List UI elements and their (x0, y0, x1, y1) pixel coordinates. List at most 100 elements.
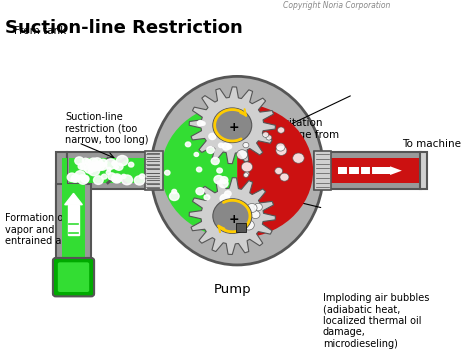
Circle shape (238, 128, 243, 133)
Circle shape (139, 174, 145, 179)
Circle shape (247, 204, 257, 212)
Text: Suction-line
restriction (too
narrow, too long): Suction-line restriction (too narrow, to… (65, 112, 148, 145)
Bar (62, 158, 67, 218)
Circle shape (293, 153, 304, 163)
Circle shape (237, 150, 247, 159)
Bar (145, 152, 163, 190)
Circle shape (98, 163, 107, 170)
Wedge shape (161, 103, 237, 238)
Circle shape (105, 159, 117, 169)
Circle shape (197, 120, 203, 126)
FancyBboxPatch shape (53, 258, 94, 296)
Circle shape (219, 179, 228, 188)
Circle shape (134, 176, 145, 185)
Circle shape (112, 178, 117, 181)
Circle shape (113, 162, 117, 166)
Circle shape (243, 220, 255, 230)
Circle shape (121, 175, 132, 185)
Bar (69, 158, 159, 183)
Bar (68, 205, 79, 235)
Circle shape (196, 188, 204, 195)
Circle shape (204, 195, 210, 200)
Wedge shape (237, 103, 313, 238)
Circle shape (114, 165, 118, 169)
Circle shape (78, 163, 85, 169)
Text: Imploding air bubbles
(adiabatic heat,
localized thermal oil
damage,
microdiesel: Imploding air bubbles (adiabatic heat, l… (323, 293, 429, 349)
Text: To machine: To machine (402, 139, 461, 150)
Circle shape (211, 158, 219, 165)
Circle shape (243, 143, 249, 148)
Circle shape (209, 133, 216, 140)
Text: From tank: From tank (14, 26, 66, 36)
Circle shape (227, 145, 232, 149)
Circle shape (275, 167, 283, 174)
Ellipse shape (151, 77, 323, 265)
Circle shape (266, 135, 272, 140)
Circle shape (79, 175, 84, 179)
Bar (62, 184, 85, 260)
Bar (338, 167, 392, 174)
Bar (67, 152, 161, 189)
Polygon shape (390, 166, 402, 175)
Text: Formation of
vapor and
entrained air: Formation of vapor and entrained air (5, 213, 68, 246)
Bar (314, 152, 421, 189)
Circle shape (117, 155, 128, 166)
Circle shape (207, 147, 214, 153)
Circle shape (278, 127, 284, 133)
FancyBboxPatch shape (58, 262, 89, 292)
Bar (56, 152, 67, 224)
Circle shape (113, 176, 121, 182)
Circle shape (106, 171, 110, 174)
Circle shape (84, 164, 94, 173)
Circle shape (222, 143, 230, 150)
Circle shape (115, 163, 123, 170)
Circle shape (245, 172, 249, 176)
Circle shape (121, 174, 126, 178)
Circle shape (217, 168, 222, 173)
Circle shape (67, 173, 77, 181)
Circle shape (197, 167, 202, 172)
Circle shape (214, 176, 223, 184)
Polygon shape (189, 178, 275, 254)
Circle shape (232, 207, 237, 212)
Circle shape (85, 159, 91, 165)
Circle shape (194, 152, 199, 157)
Circle shape (89, 163, 99, 171)
Text: Suction-line Restriction: Suction-line Restriction (5, 19, 243, 37)
Circle shape (213, 108, 252, 143)
Circle shape (280, 173, 289, 181)
Circle shape (213, 199, 252, 233)
Text: Copyright Noria Corporation: Copyright Noria Corporation (283, 1, 391, 10)
Circle shape (263, 132, 269, 137)
Circle shape (81, 175, 89, 183)
Bar (419, 152, 428, 189)
Circle shape (219, 126, 225, 131)
Circle shape (276, 146, 287, 155)
Circle shape (94, 161, 105, 171)
Circle shape (128, 162, 134, 167)
Circle shape (172, 190, 177, 194)
Circle shape (241, 162, 253, 172)
Circle shape (81, 163, 89, 170)
Text: +: + (229, 120, 239, 133)
Circle shape (101, 174, 107, 179)
Circle shape (185, 142, 191, 147)
Circle shape (254, 203, 262, 211)
Circle shape (164, 170, 170, 175)
Circle shape (89, 166, 100, 176)
Circle shape (219, 143, 224, 148)
Circle shape (108, 173, 116, 180)
Bar (56, 184, 91, 260)
Circle shape (201, 122, 205, 125)
Bar (314, 152, 331, 190)
Circle shape (89, 158, 98, 166)
Circle shape (82, 158, 89, 164)
Text: +: + (229, 213, 239, 226)
Circle shape (72, 174, 80, 182)
Circle shape (251, 211, 260, 219)
Polygon shape (64, 193, 82, 205)
Circle shape (170, 192, 179, 200)
Circle shape (243, 173, 248, 177)
Bar (236, 223, 246, 232)
Circle shape (99, 159, 107, 166)
